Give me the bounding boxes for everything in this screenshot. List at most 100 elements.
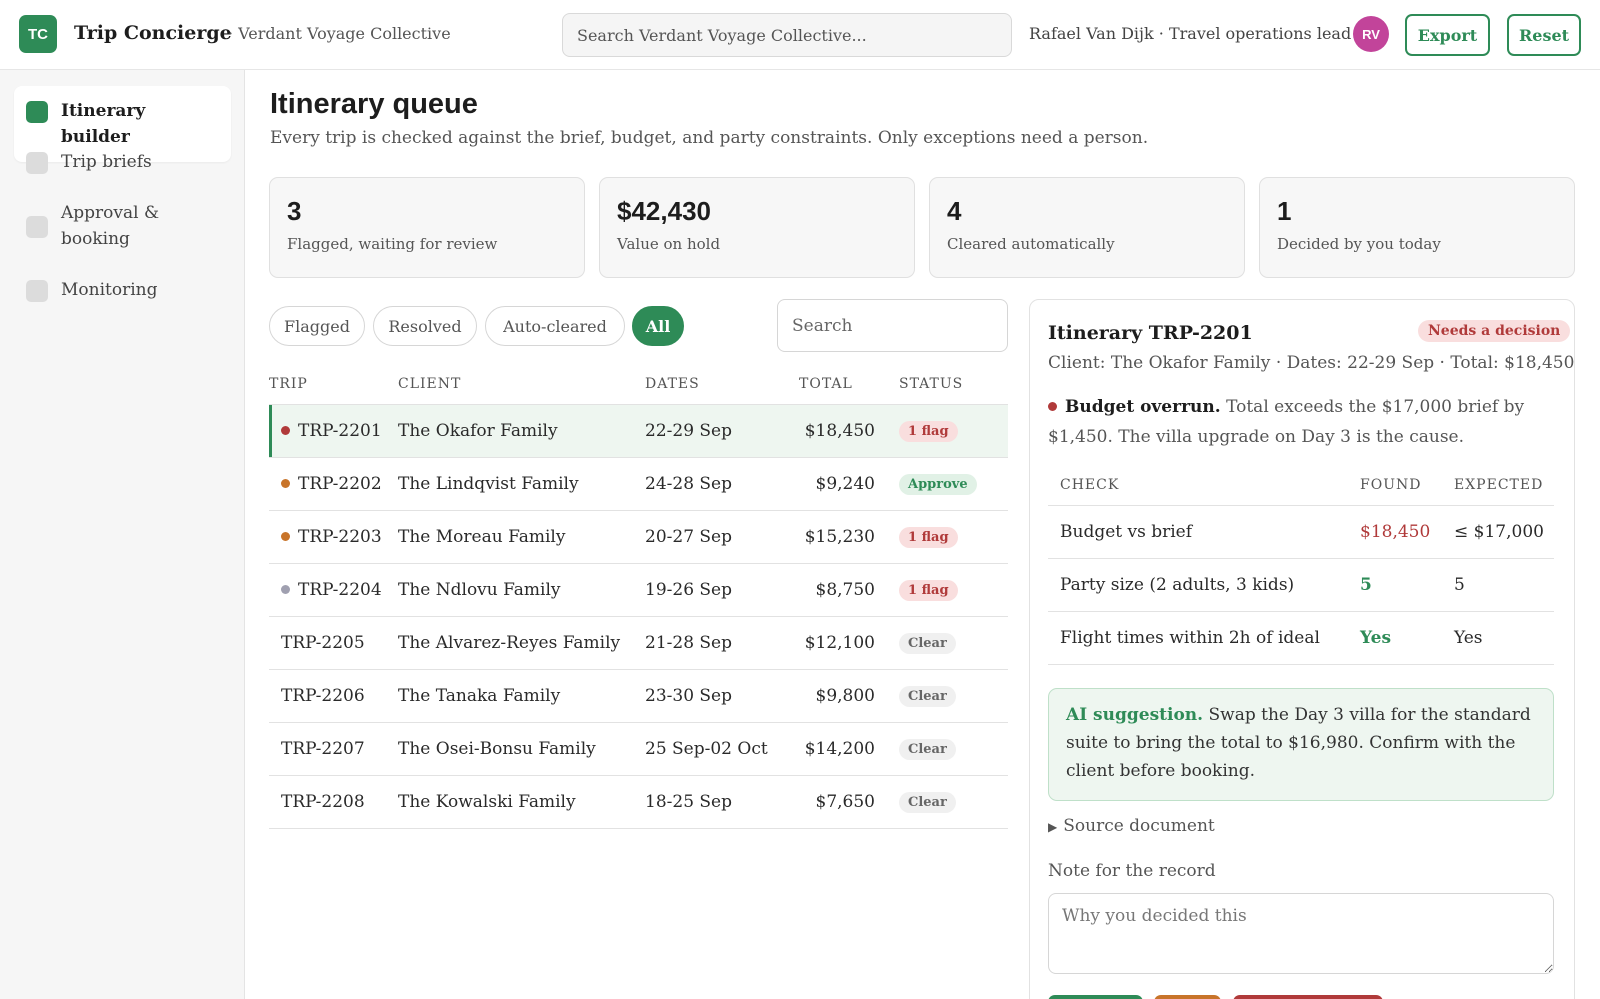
status-cell: Clear: [899, 616, 1008, 670]
table-row[interactable]: TRP-2207 The Osei-Bonsu Family 25 Sep-02 O…: [269, 722, 1008, 776]
trip-cell: TRP-2203: [269, 510, 398, 564]
stat-value: $42,430: [617, 196, 711, 226]
client-cell: The Tanaka Family: [398, 669, 645, 723]
trip-text: TRP-2207: [281, 739, 365, 759]
total-cell: $8,750: [795, 563, 899, 617]
sidebar-item-label: Monitoring: [61, 280, 158, 300]
sidebar-item-itinerary-builder[interactable]: Itinerary builder: [14, 86, 231, 162]
dates-cell: 20-27 Sep: [645, 510, 795, 564]
table-row[interactable]: TRP-2205 The Alvarez-Reyes Family 21-28 Se…: [269, 616, 1008, 670]
client-cell: The Alvarez-Reyes Family: [398, 616, 645, 670]
client-text: The Osei-Bonsu Family: [398, 739, 596, 759]
note-label: Note for the record: [1048, 861, 1216, 881]
app-title: Trip Concierge: [74, 22, 232, 44]
status-badge: 1 flag: [899, 527, 958, 548]
column-header-dates[interactable]: DATES: [645, 366, 795, 405]
dates-cell: 23-30 Sep: [645, 669, 795, 723]
trip-text: TRP-2206: [281, 686, 365, 706]
avatar[interactable]: RV: [1353, 16, 1389, 52]
note-textarea[interactable]: [1048, 893, 1554, 974]
stat-card-flagged: 3 Flagged, waiting for review: [269, 177, 585, 278]
client-text: The Tanaka Family: [398, 686, 561, 706]
trip-text: TRP-2204: [298, 580, 382, 600]
decision-action-button-secondary[interactable]: [1154, 995, 1221, 999]
dates-text: 19-26 Sep: [645, 580, 733, 600]
status-cell: Clear: [899, 669, 1008, 723]
client-cell: The Okafor Family: [398, 404, 645, 458]
global-search-input[interactable]: [562, 13, 1012, 57]
decision-action-button-primary[interactable]: [1048, 995, 1143, 999]
table-row[interactable]: TRP-2208 The Kowalski Family 18-25 Sep $7,6…: [269, 775, 1008, 829]
org-name: · Verdant Voyage Collective: [228, 24, 451, 43]
export-button[interactable]: Export: [1405, 14, 1490, 56]
dates-text: 21-28 Sep: [645, 633, 733, 653]
total-cell: $15,230: [795, 510, 899, 564]
table-row[interactable]: TRP-2203 The Moreau Family 20-27 Sep $15,23…: [269, 510, 1008, 564]
status-badge: 1 flag: [899, 580, 958, 601]
table-row[interactable]: TRP-2206 The Tanaka Family 23-30 Sep $9,800…: [269, 669, 1008, 723]
top-bar: TC Trip Concierge · Verdant Voyage Colle…: [0, 0, 1600, 70]
status-dot: [281, 479, 290, 488]
page-subtitle: Every trip is checked against the brief,…: [270, 128, 1149, 148]
dates-cell: 25 Sep-02 Oct: [645, 722, 795, 776]
table-search-input[interactable]: [777, 299, 1008, 352]
sidebar-item-label: Trip briefs: [61, 152, 152, 172]
reset-button[interactable]: Reset: [1507, 14, 1581, 56]
check-header-found: FOUND: [1348, 467, 1442, 506]
decision-action-button-reject[interactable]: [1233, 995, 1383, 999]
total-cell: $12,100: [795, 616, 899, 670]
table-row[interactable]: TRP-2202 The Lindqvist Family 24-28 Sep $9,…: [269, 457, 1008, 511]
sidebar-item-label: Approval & booking: [61, 203, 160, 249]
check-name: Flight times within 2h of ideal: [1048, 611, 1348, 665]
column-header-trip[interactable]: TRIP: [269, 366, 398, 405]
table-row[interactable]: TRP-2201 The Okafor Family 22-29 Sep $18,45…: [269, 404, 1008, 458]
total-text: $12,100: [804, 633, 875, 653]
status-dot: [281, 532, 290, 541]
status-badge: Clear: [899, 792, 956, 813]
client-cell: The Osei-Bonsu Family: [398, 722, 645, 776]
dates-text: 23-30 Sep: [645, 686, 733, 706]
filter-chip-resolved[interactable]: Resolved: [373, 306, 477, 346]
trip-cell: TRP-2207: [269, 722, 398, 776]
check-row: Party size (2 adults, 3 kids) 5 5: [1048, 558, 1554, 612]
filter-chip-auto-cleared[interactable]: Auto-cleared: [485, 306, 625, 346]
filter-chip-all[interactable]: All: [632, 306, 684, 346]
client-text: The Alvarez-Reyes Family: [398, 633, 621, 653]
total-text: $14,200: [804, 739, 875, 759]
check-expected: ≤ $17,000: [1442, 505, 1554, 559]
check-header-expected: EXPECTED: [1442, 467, 1554, 506]
trip-cell: TRP-2205: [269, 616, 398, 670]
filter-chip-flagged[interactable]: Flagged: [269, 306, 365, 346]
column-header-total[interactable]: TOTAL: [795, 366, 899, 405]
sidebar-item-approval-booking[interactable]: Approval & booking: [14, 188, 204, 264]
total-text: $15,230: [804, 527, 875, 547]
check-expected: Yes: [1442, 611, 1554, 665]
client-cell: The Moreau Family: [398, 510, 645, 564]
sidebar-item-label: Itinerary builder: [61, 101, 146, 147]
dates-text: 24-28 Sep: [645, 474, 733, 494]
stat-label: Flagged, waiting for review: [287, 235, 498, 253]
table-row[interactable]: TRP-2204 The Ndlovu Family 19-26 Sep $8,750…: [269, 563, 1008, 617]
sidebar-item-trip-briefs[interactable]: Trip briefs: [14, 137, 231, 187]
client-cell: The Kowalski Family: [398, 775, 645, 829]
stat-value: 1: [1277, 196, 1292, 226]
itinerary-builder-icon: [26, 101, 48, 123]
trip-text: TRP-2208: [281, 792, 365, 812]
total-text: $9,800: [815, 686, 875, 706]
column-header-status[interactable]: STATUS: [899, 366, 1008, 405]
source-document-toggle[interactable]: ▶ Source document: [1048, 816, 1215, 836]
status-cell: Approve: [899, 457, 1008, 511]
dates-text: 20-27 Sep: [645, 527, 733, 547]
status-cell: Clear: [899, 722, 1008, 776]
client-text: The Moreau Family: [398, 527, 566, 547]
sidebar-item-monitoring[interactable]: Monitoring: [14, 265, 231, 315]
status-cell: 1 flag: [899, 404, 1008, 458]
status-badge: Clear: [899, 633, 956, 654]
dates-cell: 18-25 Sep: [645, 775, 795, 829]
client-cell: The Lindqvist Family: [398, 457, 645, 511]
status-dot: [281, 585, 290, 594]
trip-table: TRIP CLIENT DATES TOTAL STATUS TRP-2201 T…: [269, 366, 1008, 829]
dates-text: 22-29 Sep: [645, 421, 733, 441]
column-header-client[interactable]: CLIENT: [398, 366, 645, 405]
issue-summary: Budget overrun. Total exceeds the $17,00…: [1048, 392, 1548, 452]
